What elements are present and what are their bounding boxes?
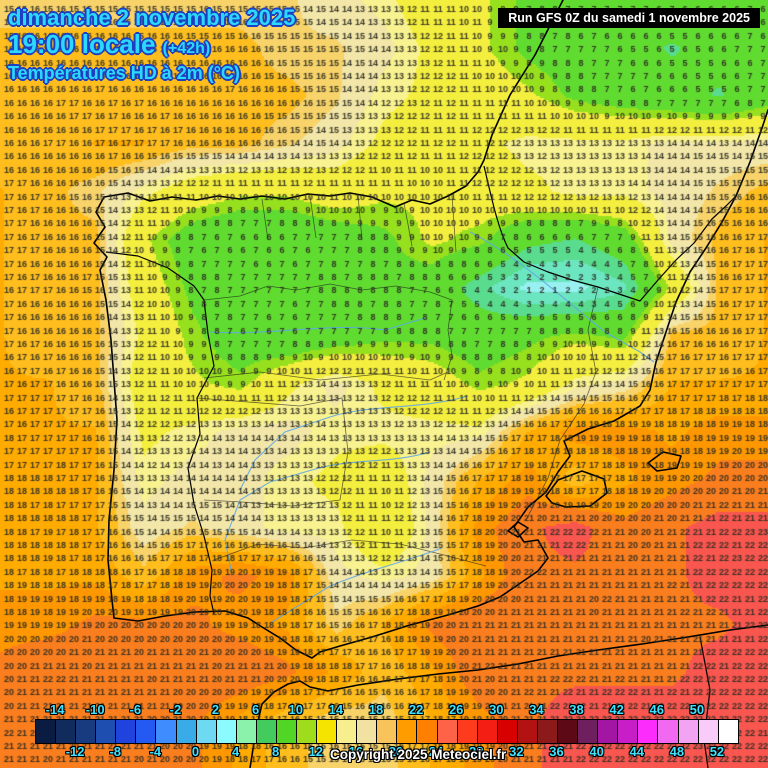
legend-color-box [136,720,157,743]
legend-color-box [236,720,257,743]
legend-color-box [76,720,97,743]
legend-color-box [317,720,338,743]
legend-color-box [477,720,498,743]
legend-tick-label: 50 [689,702,705,717]
legend-color-box [618,720,639,743]
legend-color-box [678,720,699,743]
legend-color-box [297,720,318,743]
legend-tick-label: 0 [191,744,200,759]
time-value: 19:00 locale [8,29,156,60]
legend-tick-label: 52 [709,744,725,759]
legend-tick-label: 4 [231,744,240,759]
legend-color-box [517,720,538,743]
legend-color-box [256,720,277,743]
legend-color-box [56,720,77,743]
parameter-label: Températures HD à 2m (°C) [8,63,240,84]
time-label: 19:00 locale (+42h) [8,29,295,60]
legend-tick-label: -12 [65,744,85,759]
legend-color-box [96,720,117,743]
copyright-label: Copyright 2025 Meteociel.fr [330,747,507,762]
legend-color-box [116,720,137,743]
legend-tick-label: 18 [368,702,384,717]
legend-color-box [337,720,358,743]
date-label: dimanche 2 novembre 2025 [8,5,296,30]
legend-tick-label: 8 [272,744,280,759]
legend-color-box [437,720,458,743]
legend-color-box [457,720,478,743]
legend-tick-label: -14 [45,702,65,717]
legend-color-box [718,720,738,743]
legend-color-box [537,720,559,743]
legend-tick-label: 48 [669,744,685,759]
forecast-offset-label: (+42h) [162,40,211,58]
legend-tick-label: -8 [109,744,121,759]
map-header: dimanche 2 novembre 2025 19:00 locale (+… [8,6,295,83]
legend-tick-label: 2 [211,702,220,717]
legend-color-box [196,720,217,743]
legend-tick-label: 42 [609,702,624,717]
legend-color-box [497,720,518,743]
legend-tick-label: 10 [288,702,303,717]
legend-color-box [397,720,418,743]
legend-color-box [417,720,438,743]
legend-color-box [276,720,298,743]
legend-tick-label: 22 [408,702,424,717]
legend-tick-label: 36 [549,744,564,759]
legend-tick-label: 6 [252,702,260,717]
legend-color-box [658,720,679,743]
legend-tick-label: 44 [629,744,644,759]
legend-color-box [216,720,237,743]
legend-tick-label: 32 [509,744,524,759]
legend-color-box [698,720,719,743]
legend-tick-label: 40 [589,744,604,759]
legend-tick-label: -4 [149,744,162,759]
legend-tick-label: 34 [529,702,544,717]
legend-color-box [377,720,398,743]
legend-color-bar [35,719,739,744]
legend-color-box [156,720,177,743]
legend-color-box [578,720,599,743]
legend-tick-label: 14 [328,702,344,717]
legend-tick-label: 12 [308,744,324,759]
legend-tick-label: -6 [129,702,142,717]
legend-color-box [176,720,197,743]
legend-color-box [357,720,378,743]
legend-color-box [638,720,659,743]
legend-color-box [598,720,619,743]
legend-color-box [36,720,57,743]
legend-tick-label: 46 [649,702,664,717]
run-info-box: Run GFS 0Z du samedi 1 novembre 2025 [498,8,760,28]
legend-tick-label: 26 [448,702,464,717]
legend-tick-label: 38 [569,702,584,717]
legend-tick-label: -10 [85,702,105,717]
legend-tick-label: -2 [169,702,182,717]
legend-tick-label: 30 [489,702,504,717]
legend-color-box [558,720,579,743]
